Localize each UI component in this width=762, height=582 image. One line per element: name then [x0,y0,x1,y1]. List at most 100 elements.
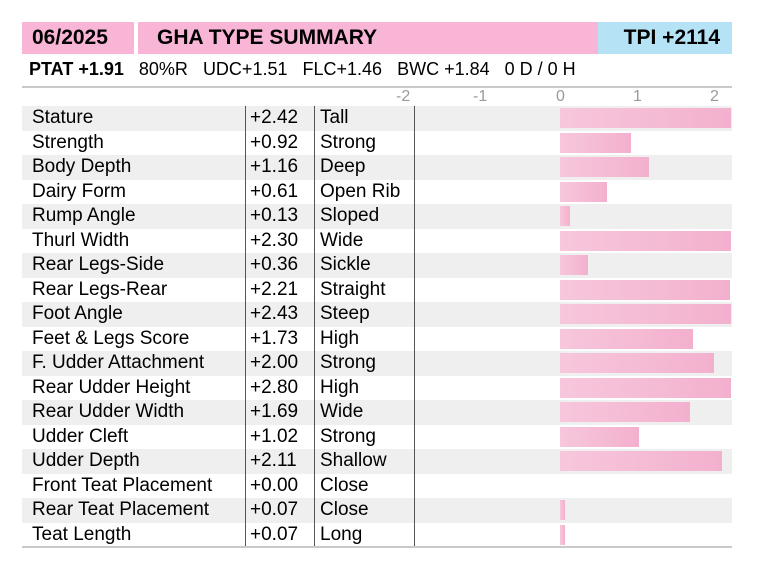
trait-name: Rear Teat Placement [32,499,210,520]
trait-bar [560,500,566,520]
trait-value: +1.73 [250,327,299,349]
trait-bar-track [418,204,732,229]
trait-row: Thurl Width +2.30 Wide [22,228,732,253]
trait-value: +2.30 [250,229,299,251]
trait-row: F. Udder Attachment +2.00 Strong [22,351,732,376]
trait-value: +0.00 [250,474,299,496]
trait-bar-track [418,228,732,253]
trait-bar-track [418,400,732,425]
trait-descriptor: Straight [320,278,386,300]
trait-value: +0.61 [250,180,299,202]
top-divider [22,86,732,88]
trait-descriptor: Sloped [320,205,380,226]
axis-tick-label: -1 [473,88,488,105]
trait-row: Rump Angle +0.13 Sloped [22,204,732,229]
report-title: GHA TYPE SUMMARY [138,22,616,54]
trait-row: Teat Length +0.07 Long [22,522,732,547]
trait-descriptor: Close [320,499,369,520]
reliability-value: 80%R [138,59,188,79]
trait-descriptor: Strong [320,131,376,153]
trait-bar [560,353,714,373]
trait-name: Rear Udder Width [32,401,185,422]
trait-row: Rear Udder Width +1.69 Wide [22,400,732,425]
column-divider [314,106,315,546]
trait-name: Stature [32,107,94,128]
axis-tick-label: -2 [396,88,411,105]
trait-bar [560,255,588,275]
trait-value: +0.13 [250,205,299,226]
trait-value: +2.80 [250,376,299,398]
trait-row: Foot Angle +2.43 Steep [22,302,732,327]
trait-row: Rear Legs-Side +0.36 Sickle [22,253,732,278]
trait-descriptor: Close [320,474,369,496]
trait-descriptor: High [320,376,360,398]
trait-bar [560,181,607,202]
report-date: 06/2025 [22,22,134,54]
trait-name: Front Teat Placement [32,474,213,496]
trait-bar-track [418,106,732,131]
trait-name: Udder Cleft [32,425,129,447]
trait-bar-track [418,155,732,180]
trait-descriptor: Long [320,523,363,545]
trait-descriptor: Shallow [320,450,387,471]
trait-descriptor: Tall [320,107,349,128]
trait-descriptor: Wide [320,229,364,251]
trait-row: Feet & Legs Score +1.73 High [22,326,732,351]
trait-bar [560,108,731,128]
trait-name: Rear Udder Height [32,376,191,398]
trait-name: Strength [32,131,104,153]
tpi-badge: TPI +2114 [598,22,732,54]
trait-bar-track [418,130,732,155]
flc-value: FLC+1.46 [302,59,383,79]
trait-row: Dairy Form +0.61 Open Rib [22,179,732,204]
trait-value: +2.00 [250,352,299,373]
trait-value: +0.36 [250,254,299,275]
trait-value: +1.16 [250,156,299,177]
trait-name: Teat Length [32,523,132,545]
trait-bar-track [418,302,732,327]
column-divider [245,106,246,546]
trait-row: Rear Udder Height +2.80 High [22,375,732,400]
trait-row: Strength +0.92 Strong [22,130,732,155]
trait-bar-track [418,351,732,376]
trait-row: Udder Depth +2.11 Shallow [22,449,732,474]
trait-value: +0.07 [250,499,299,520]
trait-row: Stature +2.42 Tall [22,106,732,131]
trait-bar-track [418,179,732,204]
trait-bar [560,426,639,447]
bottom-divider [22,546,732,548]
trait-name: Udder Depth [32,450,140,471]
trait-name: Feet & Legs Score [32,327,190,349]
trait-name: Rear Legs-Side [32,254,165,275]
trait-bar [560,304,731,324]
trait-value: +2.11 [250,450,297,471]
trait-bar [560,230,731,251]
trait-bar-track [418,253,732,278]
trait-value: +2.43 [250,303,299,324]
ptat-value: PTAT +1.91 [29,59,124,79]
trait-name: Thurl Width [32,229,130,251]
axis-tick-label: 0 [556,88,565,105]
trait-row: Udder Cleft +1.02 Strong [22,424,732,449]
udc-value: UDC+1.51 [202,59,288,79]
trait-name: Dairy Form [32,180,126,202]
bwc-value: BWC +1.84 [397,59,490,79]
trait-row: Rear Legs-Rear +2.21 Straight [22,277,732,302]
column-divider [414,106,415,546]
trait-row: Front Teat Placement +0.00 Close [22,473,732,498]
trait-table: Stature +2.42 Tall Strength +0.92 Strong Body … [22,106,732,547]
daughters-herds: 0 D / 0 H [504,59,576,79]
trait-bar [560,279,731,300]
trait-row: Body Depth +1.16 Deep [22,155,732,180]
trait-name: Rear Legs-Rear [32,278,168,300]
axis-tick-label: 2 [710,88,719,105]
trait-bar-track [418,326,732,351]
trait-descriptor: Deep [320,156,366,177]
trait-bar-track [418,473,732,498]
trait-descriptor: Steep [320,303,370,324]
trait-descriptor: Wide [320,401,364,422]
trait-row: Rear Teat Placement +0.07 Close [22,498,732,523]
trait-name: F. Udder Attachment [32,352,205,373]
summary-line: PTAT +1.91 80%R UDC+1.51 FLC+1.46 BWC +1… [29,59,586,80]
header-bar: 06/2025 GHA TYPE SUMMARY TPI +2114 [22,22,732,54]
